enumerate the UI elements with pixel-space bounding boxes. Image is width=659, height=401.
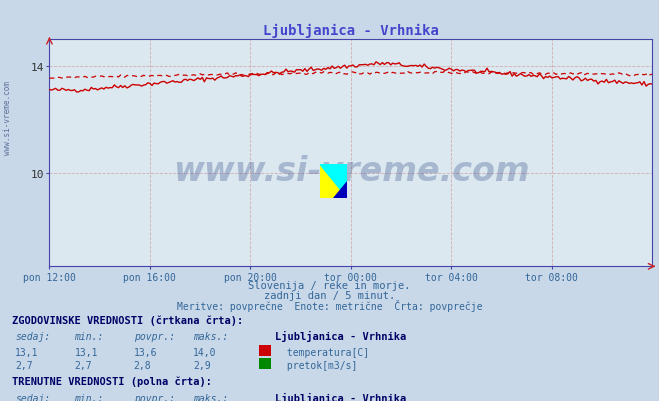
Polygon shape [320,164,347,198]
Text: min.:: min.: [74,393,104,401]
Text: sedaj:: sedaj: [15,332,50,342]
Text: zadnji dan / 5 minut.: zadnji dan / 5 minut. [264,291,395,301]
Text: 2,7: 2,7 [74,360,92,370]
Text: sedaj:: sedaj: [15,393,50,401]
Text: 2,9: 2,9 [193,360,211,370]
Text: povpr.:: povpr.: [134,332,175,342]
Text: 13,1: 13,1 [74,347,98,357]
Polygon shape [320,164,347,198]
Text: 13,6: 13,6 [134,347,158,357]
Text: Meritve: povprečne  Enote: metrične  Črta: povprečje: Meritve: povprečne Enote: metrične Črta:… [177,300,482,312]
Title: Ljubljanica - Vrhnika: Ljubljanica - Vrhnika [263,23,439,38]
Text: pretok[m3/s]: pretok[m3/s] [281,360,357,370]
Text: maks.:: maks.: [193,332,228,342]
Text: ZGODOVINSKE VREDNOSTI (črtkana črta):: ZGODOVINSKE VREDNOSTI (črtkana črta): [12,314,243,325]
Text: temperatura[C]: temperatura[C] [281,347,369,357]
Text: Ljubljanica - Vrhnika: Ljubljanica - Vrhnika [275,331,407,342]
Text: maks.:: maks.: [193,393,228,401]
Text: Slovenija / reke in morje.: Slovenija / reke in morje. [248,280,411,290]
Text: 2,8: 2,8 [134,360,152,370]
Text: 13,1: 13,1 [15,347,39,357]
Text: www.si-vreme.com: www.si-vreme.com [173,155,529,188]
Text: 2,7: 2,7 [15,360,33,370]
Polygon shape [333,181,347,198]
Text: 14,0: 14,0 [193,347,217,357]
Text: min.:: min.: [74,332,104,342]
Text: TRENUTNE VREDNOSTI (polna črta):: TRENUTNE VREDNOSTI (polna črta): [12,376,212,386]
Text: www.si-vreme.com: www.si-vreme.com [3,81,13,154]
Text: povpr.:: povpr.: [134,393,175,401]
Text: Ljubljanica - Vrhnika: Ljubljanica - Vrhnika [275,392,407,401]
